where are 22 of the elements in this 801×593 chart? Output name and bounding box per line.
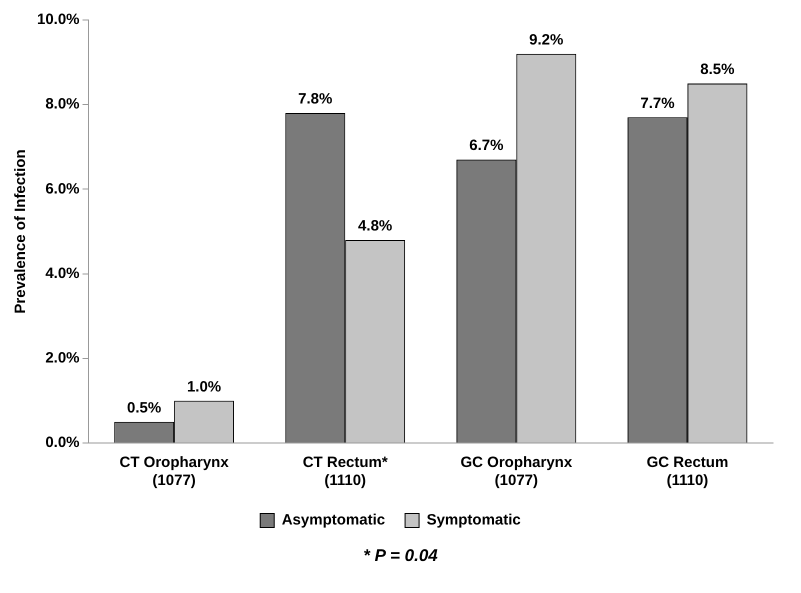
data-label: 9.2% <box>529 31 564 48</box>
x-tick-label: CT Rectum* (1110) <box>302 454 388 490</box>
data-label: 8.5% <box>700 61 734 78</box>
y-tick-label: 8.0% <box>45 96 80 113</box>
data-label: 7.8% <box>298 90 332 108</box>
y-tick-label: 6.0% <box>45 180 80 198</box>
legend-label: Asymptomatic <box>282 512 386 529</box>
data-label: 7.7% <box>640 94 675 112</box>
data-label: 6.7% <box>469 137 504 154</box>
y-tick-label: 4.0% <box>45 264 80 282</box>
y-axis-title: Prevalence of Infection <box>12 149 30 314</box>
x-tick-label: GC Rectum (1110) <box>646 454 728 490</box>
y-tick-label: 10.0% <box>36 11 80 28</box>
x-tick-label: GC Oropharynx (1077) <box>460 454 573 490</box>
text: * P = 0.04 <box>362 546 439 566</box>
y-tick-label: 2.0% <box>45 350 80 367</box>
x-tick-label: CT Oropharynx (1077) <box>119 454 230 490</box>
data-label: 1.0% <box>186 378 222 396</box>
legend-label: Symptomatic <box>426 512 521 529</box>
data-label: 0.5% <box>127 399 162 416</box>
data-label: 4.8% <box>358 218 392 235</box>
y-tick-label: 0.0% <box>45 434 80 452</box>
